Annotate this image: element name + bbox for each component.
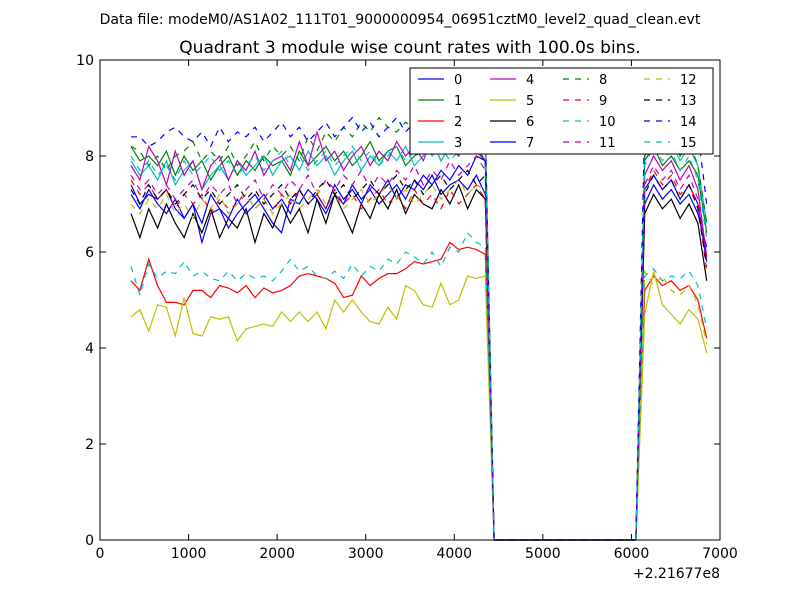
series-line-12 (130, 179, 708, 541)
legend-label-13: 13 (680, 94, 697, 109)
y-tick-label: 10 (76, 53, 94, 69)
legend-frame (409, 67, 714, 155)
x-tick-label: 2000 (259, 546, 295, 562)
y-tick-label: 4 (85, 341, 94, 357)
chart-title: Quadrant 3 module wise count rates with … (179, 38, 640, 58)
chart-suptitle: Data file: modeM0/AS1A02_111T01_90000009… (100, 12, 701, 28)
legend-label-1: 1 (454, 94, 462, 109)
legend-label-11: 11 (599, 136, 616, 151)
legend-label-14: 14 (680, 115, 697, 130)
legend-label-4: 4 (526, 73, 534, 88)
series-line-9 (130, 169, 708, 541)
y-tick-label: 2 (85, 437, 94, 453)
x-tick-label: 4000 (436, 546, 472, 562)
legend-label-10: 10 (599, 115, 616, 130)
legend-label-8: 8 (599, 73, 607, 88)
legend-label-5: 5 (526, 94, 534, 109)
x-offset-label: +2.21677e8 (633, 566, 720, 582)
x-tick-label: 7000 (702, 546, 738, 562)
legend-label-12: 12 (680, 73, 697, 88)
legend-label-3: 3 (454, 136, 462, 151)
legend-label-0: 0 (454, 73, 462, 88)
x-tick-label: 0 (96, 546, 105, 562)
y-tick-label: 6 (85, 245, 94, 261)
legend-label-2: 2 (454, 115, 462, 130)
series-line-13 (130, 169, 708, 541)
x-tick-label: 5000 (525, 546, 561, 562)
x-tick-label: 6000 (614, 546, 650, 562)
x-tick-label: 1000 (171, 546, 207, 562)
legend-label-15: 15 (680, 136, 697, 151)
legend-label-7: 7 (526, 136, 534, 151)
x-tick-label: 3000 (348, 546, 384, 562)
legend-label-9: 9 (599, 94, 607, 109)
legend-label-6: 6 (526, 115, 534, 130)
y-tick-label: 8 (85, 149, 94, 165)
axes-frame (99, 59, 721, 541)
y-tick-label: 0 (85, 533, 94, 549)
